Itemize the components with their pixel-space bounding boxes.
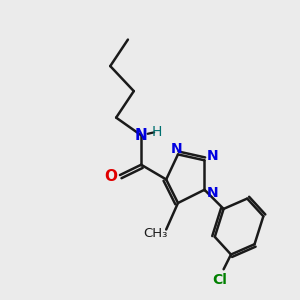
- Text: H: H: [151, 125, 162, 139]
- Text: N: N: [207, 149, 218, 163]
- Text: N: N: [207, 186, 218, 200]
- Text: N: N: [171, 142, 182, 155]
- Text: CH₃: CH₃: [144, 227, 168, 240]
- Text: Cl: Cl: [212, 273, 226, 286]
- Text: O: O: [104, 169, 117, 184]
- Text: N: N: [135, 128, 148, 143]
